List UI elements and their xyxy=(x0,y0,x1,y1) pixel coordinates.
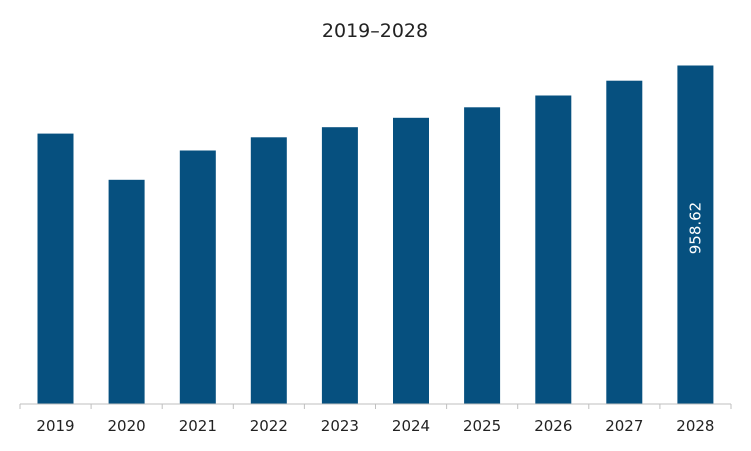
chart-title: 2019–2028 xyxy=(322,20,428,42)
x-tick-label-2020: 2020 xyxy=(108,417,146,435)
bar-2023 xyxy=(321,127,358,404)
bar-2026 xyxy=(535,95,572,404)
x-axis-tick-labels: 2019 2020 2021 2022 2023 2024 2025 2026 2027 2028 xyxy=(36,417,714,435)
x-tick-label-2025: 2025 xyxy=(463,417,501,435)
x-tick-label-2026: 2026 xyxy=(534,417,572,435)
x-tick-label-2023: 2023 xyxy=(321,417,359,435)
bar-2028 xyxy=(677,65,714,404)
bar-2019 xyxy=(37,133,74,404)
bar-2021 xyxy=(179,150,216,404)
x-tick-label-2024: 2024 xyxy=(392,417,430,435)
x-tick-label-2027: 2027 xyxy=(605,417,643,435)
x-tick-label-2019: 2019 xyxy=(36,417,74,435)
bar-2027 xyxy=(606,80,643,404)
bar-2025 xyxy=(464,107,501,405)
bar-2022 xyxy=(250,137,287,405)
x-axis-ticks xyxy=(19,404,732,409)
data-labels: 958.62 xyxy=(686,202,704,255)
bar-2020 xyxy=(108,179,145,404)
bar-2024 xyxy=(393,117,429,405)
data-label-2028: 958.62 xyxy=(686,202,704,255)
x-tick-label-2021: 2021 xyxy=(179,417,217,435)
bars-layer xyxy=(37,65,714,405)
x-tick-label-2028: 2028 xyxy=(676,417,714,435)
x-tick-label-2022: 2022 xyxy=(250,417,288,435)
